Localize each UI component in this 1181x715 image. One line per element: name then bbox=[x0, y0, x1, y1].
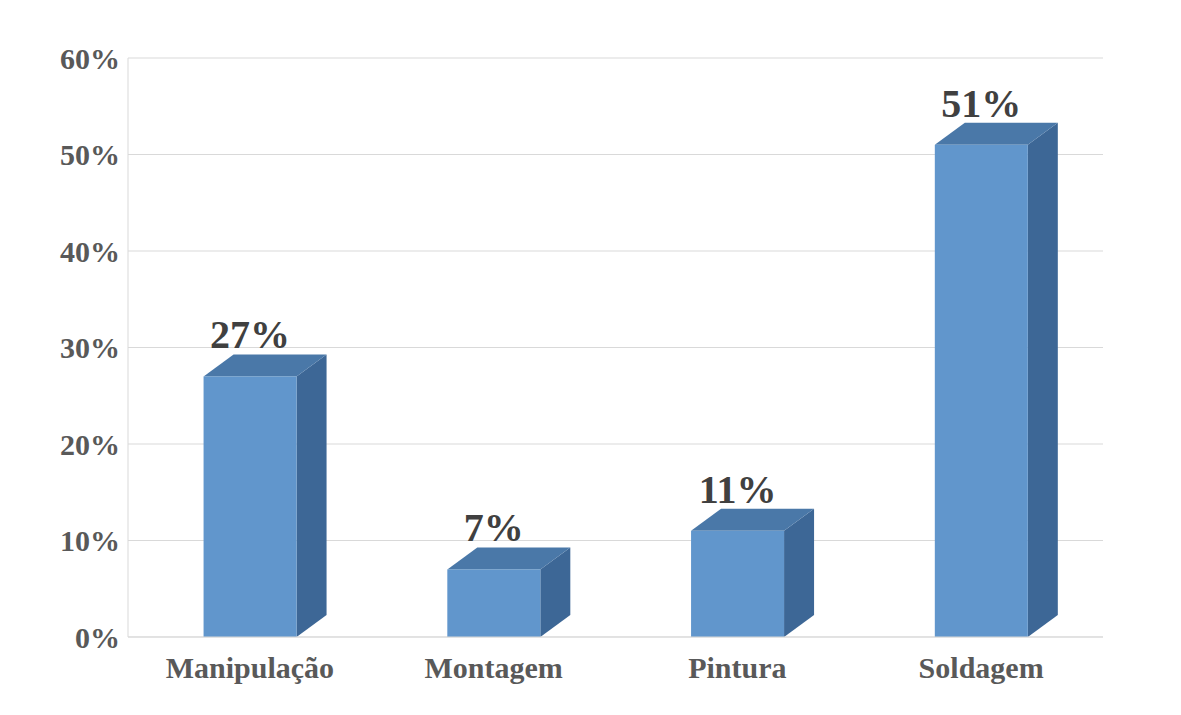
svg-text:60%: 60% bbox=[60, 42, 120, 75]
svg-text:50%: 50% bbox=[60, 138, 120, 171]
svg-text:11%: 11% bbox=[699, 467, 777, 512]
svg-text:20%: 20% bbox=[60, 428, 120, 461]
svg-text:Montagem: Montagem bbox=[424, 651, 562, 684]
svg-text:Pintura: Pintura bbox=[688, 651, 786, 684]
svg-text:40%: 40% bbox=[60, 235, 120, 268]
svg-text:0%: 0% bbox=[75, 621, 120, 654]
svg-text:Manipulação: Manipulação bbox=[166, 651, 334, 684]
svg-text:51%: 51% bbox=[941, 81, 1021, 126]
svg-text:27%: 27% bbox=[210, 312, 290, 357]
svg-text:7%: 7% bbox=[464, 505, 524, 550]
svg-text:Soldagem: Soldagem bbox=[919, 651, 1044, 684]
svg-text:10%: 10% bbox=[60, 524, 120, 557]
svg-text:30%: 30% bbox=[60, 331, 120, 364]
